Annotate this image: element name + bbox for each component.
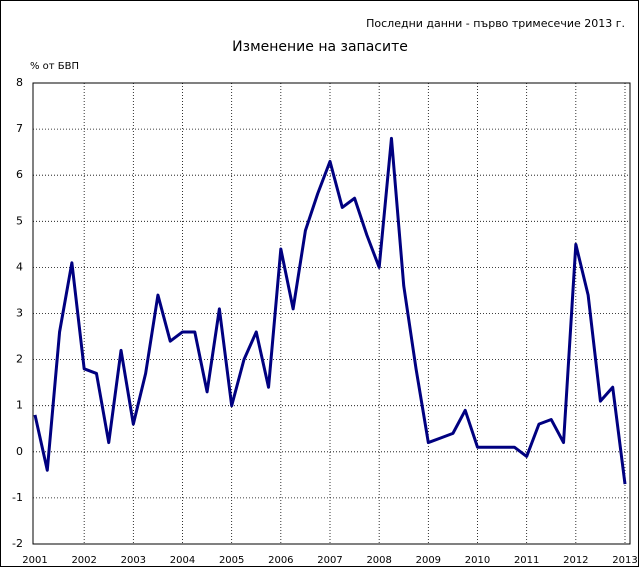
x-tick-label: 2012 [563,555,588,566]
plot-frame [32,82,631,545]
x-tick-label: 2007 [317,555,342,566]
chart-title: Изменение на запасите [232,39,408,55]
x-tick-label: 2011 [514,555,539,566]
y-tick-label: -2 [12,537,23,550]
chart-subtitle: Последни данни - първо тримесечие 2013 г… [366,17,625,30]
y-tick-label: 0 [16,445,23,458]
y-tick-label: 1 [16,399,23,412]
x-tick-label: 2006 [268,555,293,566]
x-tick-label: 2002 [71,555,96,566]
x-tick-label: 2003 [121,555,146,566]
y-axis-label: % от БВП [30,61,79,72]
y-tick-label: -1 [12,491,23,504]
y-tick-label: 8 [16,76,23,89]
x-tick-label: 2009 [416,555,441,566]
y-tick-label: 3 [16,307,23,320]
x-tick-label: 2008 [366,555,391,566]
y-tick-label: 2 [16,353,23,366]
y-tick-label: 7 [16,122,23,135]
x-tick-label: 2005 [219,555,244,566]
x-tick-label: 2013 [612,555,637,566]
y-tick-label: 6 [16,168,23,181]
x-tick-label: 2010 [465,555,490,566]
x-tick-label: 2001 [22,555,47,566]
y-tick-label: 5 [16,214,23,227]
x-tick-label: 2004 [170,555,195,566]
data-line [33,136,627,485]
y-tick-label: 4 [16,260,23,273]
